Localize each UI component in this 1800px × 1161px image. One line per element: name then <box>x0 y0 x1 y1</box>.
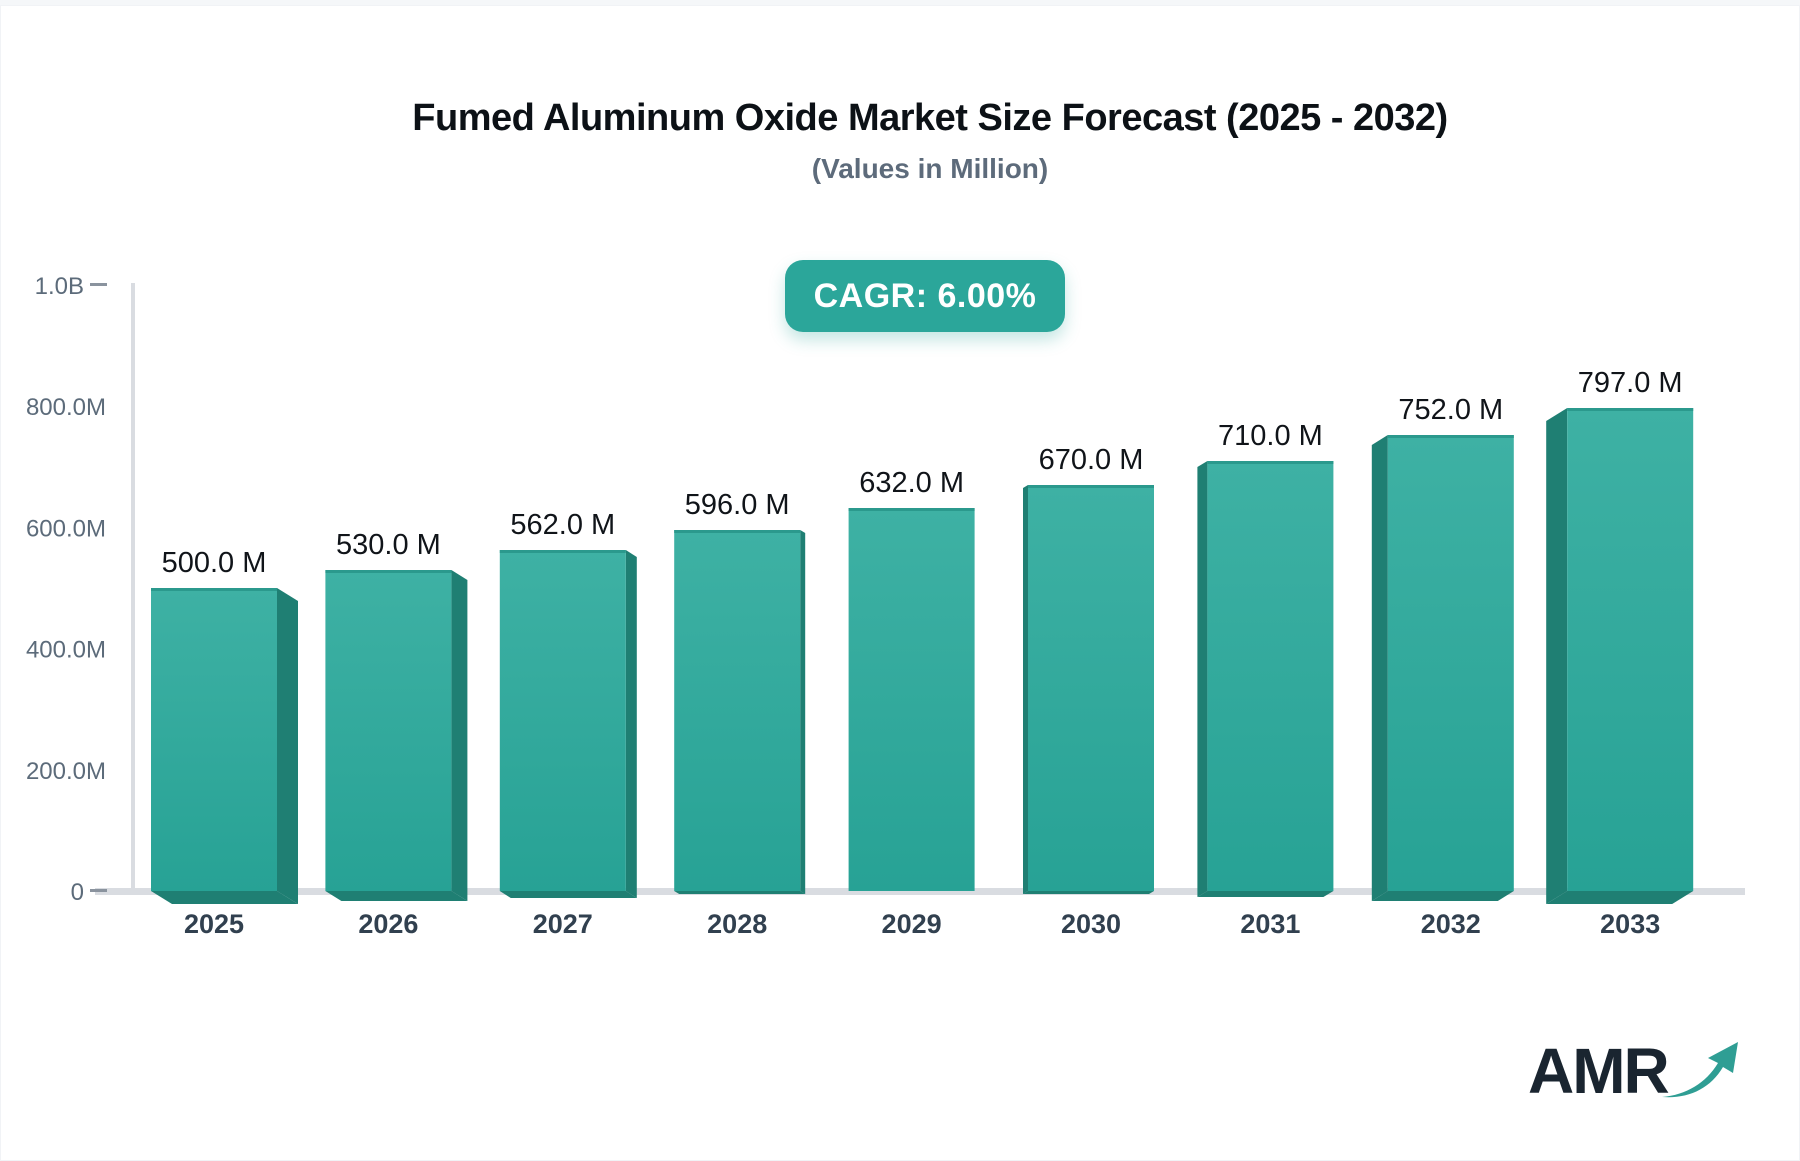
y-axis-label: 1.0B <box>35 273 84 300</box>
bar-bottom-face <box>1197 891 1334 897</box>
bar-bottom-face <box>499 891 637 898</box>
chart-title: Fumed Aluminum Oxide Market Size Forecas… <box>412 97 1448 139</box>
y-axis-label: 200.0M <box>26 758 106 785</box>
bar-front-face[interactable] <box>1567 408 1694 891</box>
y-axis-label: 400.0M <box>26 637 106 664</box>
bar-bottom-face <box>151 891 298 904</box>
x-axis-label: 2025 <box>184 909 244 939</box>
bar-side-face <box>625 550 637 898</box>
amr-logo-text: AMR <box>1528 1035 1670 1107</box>
bar-top-edge <box>1387 435 1514 438</box>
bar-group-2030: 670.0 M 2030 <box>1023 444 1154 939</box>
x-axis-line <box>95 888 1745 895</box>
bar-top-edge <box>499 550 626 553</box>
bar-top-edge <box>151 588 277 591</box>
bar-bottom-face <box>325 891 468 901</box>
bar-group-2025: 500.0 M 2025 <box>151 547 298 939</box>
bar-front-face[interactable] <box>325 570 452 891</box>
x-axis-label: 2033 <box>1600 909 1660 939</box>
x-axis-label: 2030 <box>1061 909 1121 939</box>
x-axis-label: 2026 <box>358 909 418 939</box>
y-tick-zero <box>90 889 107 892</box>
bar-value-label: 710.0 M <box>1218 420 1323 452</box>
y-axis-label: 800.0M <box>26 394 106 421</box>
bar-value-label: 670.0 M <box>1039 444 1144 476</box>
cagr-badge: CAGR: 6.00% <box>785 260 1065 332</box>
bar-front-face[interactable] <box>151 588 277 891</box>
bar-group-2031: 710.0 M 2031 <box>1197 420 1334 939</box>
bar-value-label: 500.0 M <box>162 547 267 579</box>
y-axis-label: 0 <box>71 879 84 906</box>
cagr-badge-label: CAGR: 6.00% <box>813 276 1037 315</box>
amr-logo: AMR <box>1528 1039 1746 1103</box>
bar-side-face <box>1371 435 1388 901</box>
bar-front-face[interactable] <box>1387 435 1514 891</box>
x-axis-label: 2032 <box>1421 909 1481 939</box>
bar-bottom-face <box>674 891 806 894</box>
bar-top-edge <box>848 508 975 511</box>
x-axis-label: 2029 <box>882 909 942 939</box>
bar-value-label: 752.0 M <box>1398 394 1503 426</box>
bar-bottom-face <box>1546 891 1694 904</box>
bar-front-face[interactable] <box>1028 485 1154 891</box>
bar-group-2029: 632.0 M 2029 <box>848 467 975 939</box>
bar-top-edge <box>674 530 801 533</box>
x-axis-label: 2028 <box>707 909 767 939</box>
bar-side-face <box>800 530 806 894</box>
bar-group-2026: 530.0 M 2026 <box>325 529 468 939</box>
bar-value-label: 562.0 M <box>510 509 615 541</box>
y-tick-top <box>90 283 107 286</box>
bar-front-face[interactable] <box>1207 461 1334 891</box>
bar-value-label: 530.0 M <box>336 529 441 561</box>
bar-chart: 0 200.0M 400.0M 600.0M 800.0M 1.0B 500.0 M 2025… <box>26 273 1745 939</box>
bar-top-edge <box>1567 408 1694 411</box>
bar-group-2027: 562.0 M 2027 <box>499 509 637 939</box>
trend-up-arrow-icon <box>1661 1042 1738 1098</box>
bar-side-face <box>1023 485 1028 894</box>
bar-value-label: 596.0 M <box>685 489 790 521</box>
x-axis-label: 2031 <box>1240 909 1300 939</box>
bar-value-label: 632.0 M <box>859 467 964 499</box>
bar-front-face[interactable] <box>848 508 975 891</box>
bar-value-label: 797.0 M <box>1578 367 1683 399</box>
bar-side-face <box>1197 461 1208 897</box>
bar-top-edge <box>325 570 452 573</box>
bar-bottom-face <box>1023 891 1154 894</box>
bar-top-edge <box>1207 461 1334 464</box>
bar-bottom-face <box>1371 891 1514 901</box>
y-axis-line <box>131 283 135 895</box>
bar-group-2032: 752.0 M 2032 <box>1371 394 1514 939</box>
bar-side-face <box>1546 408 1568 904</box>
chart-subtitle: (Values in Million) <box>811 153 1049 184</box>
bar-front-face[interactable] <box>674 530 801 891</box>
bar-front-face[interactable] <box>499 550 626 891</box>
y-axis-label: 600.0M <box>26 515 106 542</box>
bar-side-face <box>451 570 468 901</box>
bar-side-face <box>277 588 298 904</box>
bar-top-edge <box>1028 485 1154 488</box>
x-axis-label: 2027 <box>533 909 593 939</box>
bar-group-2028: 596.0 M 2028 <box>674 489 806 939</box>
bar-group-2033: 797.0 M 2033 <box>1546 367 1694 939</box>
